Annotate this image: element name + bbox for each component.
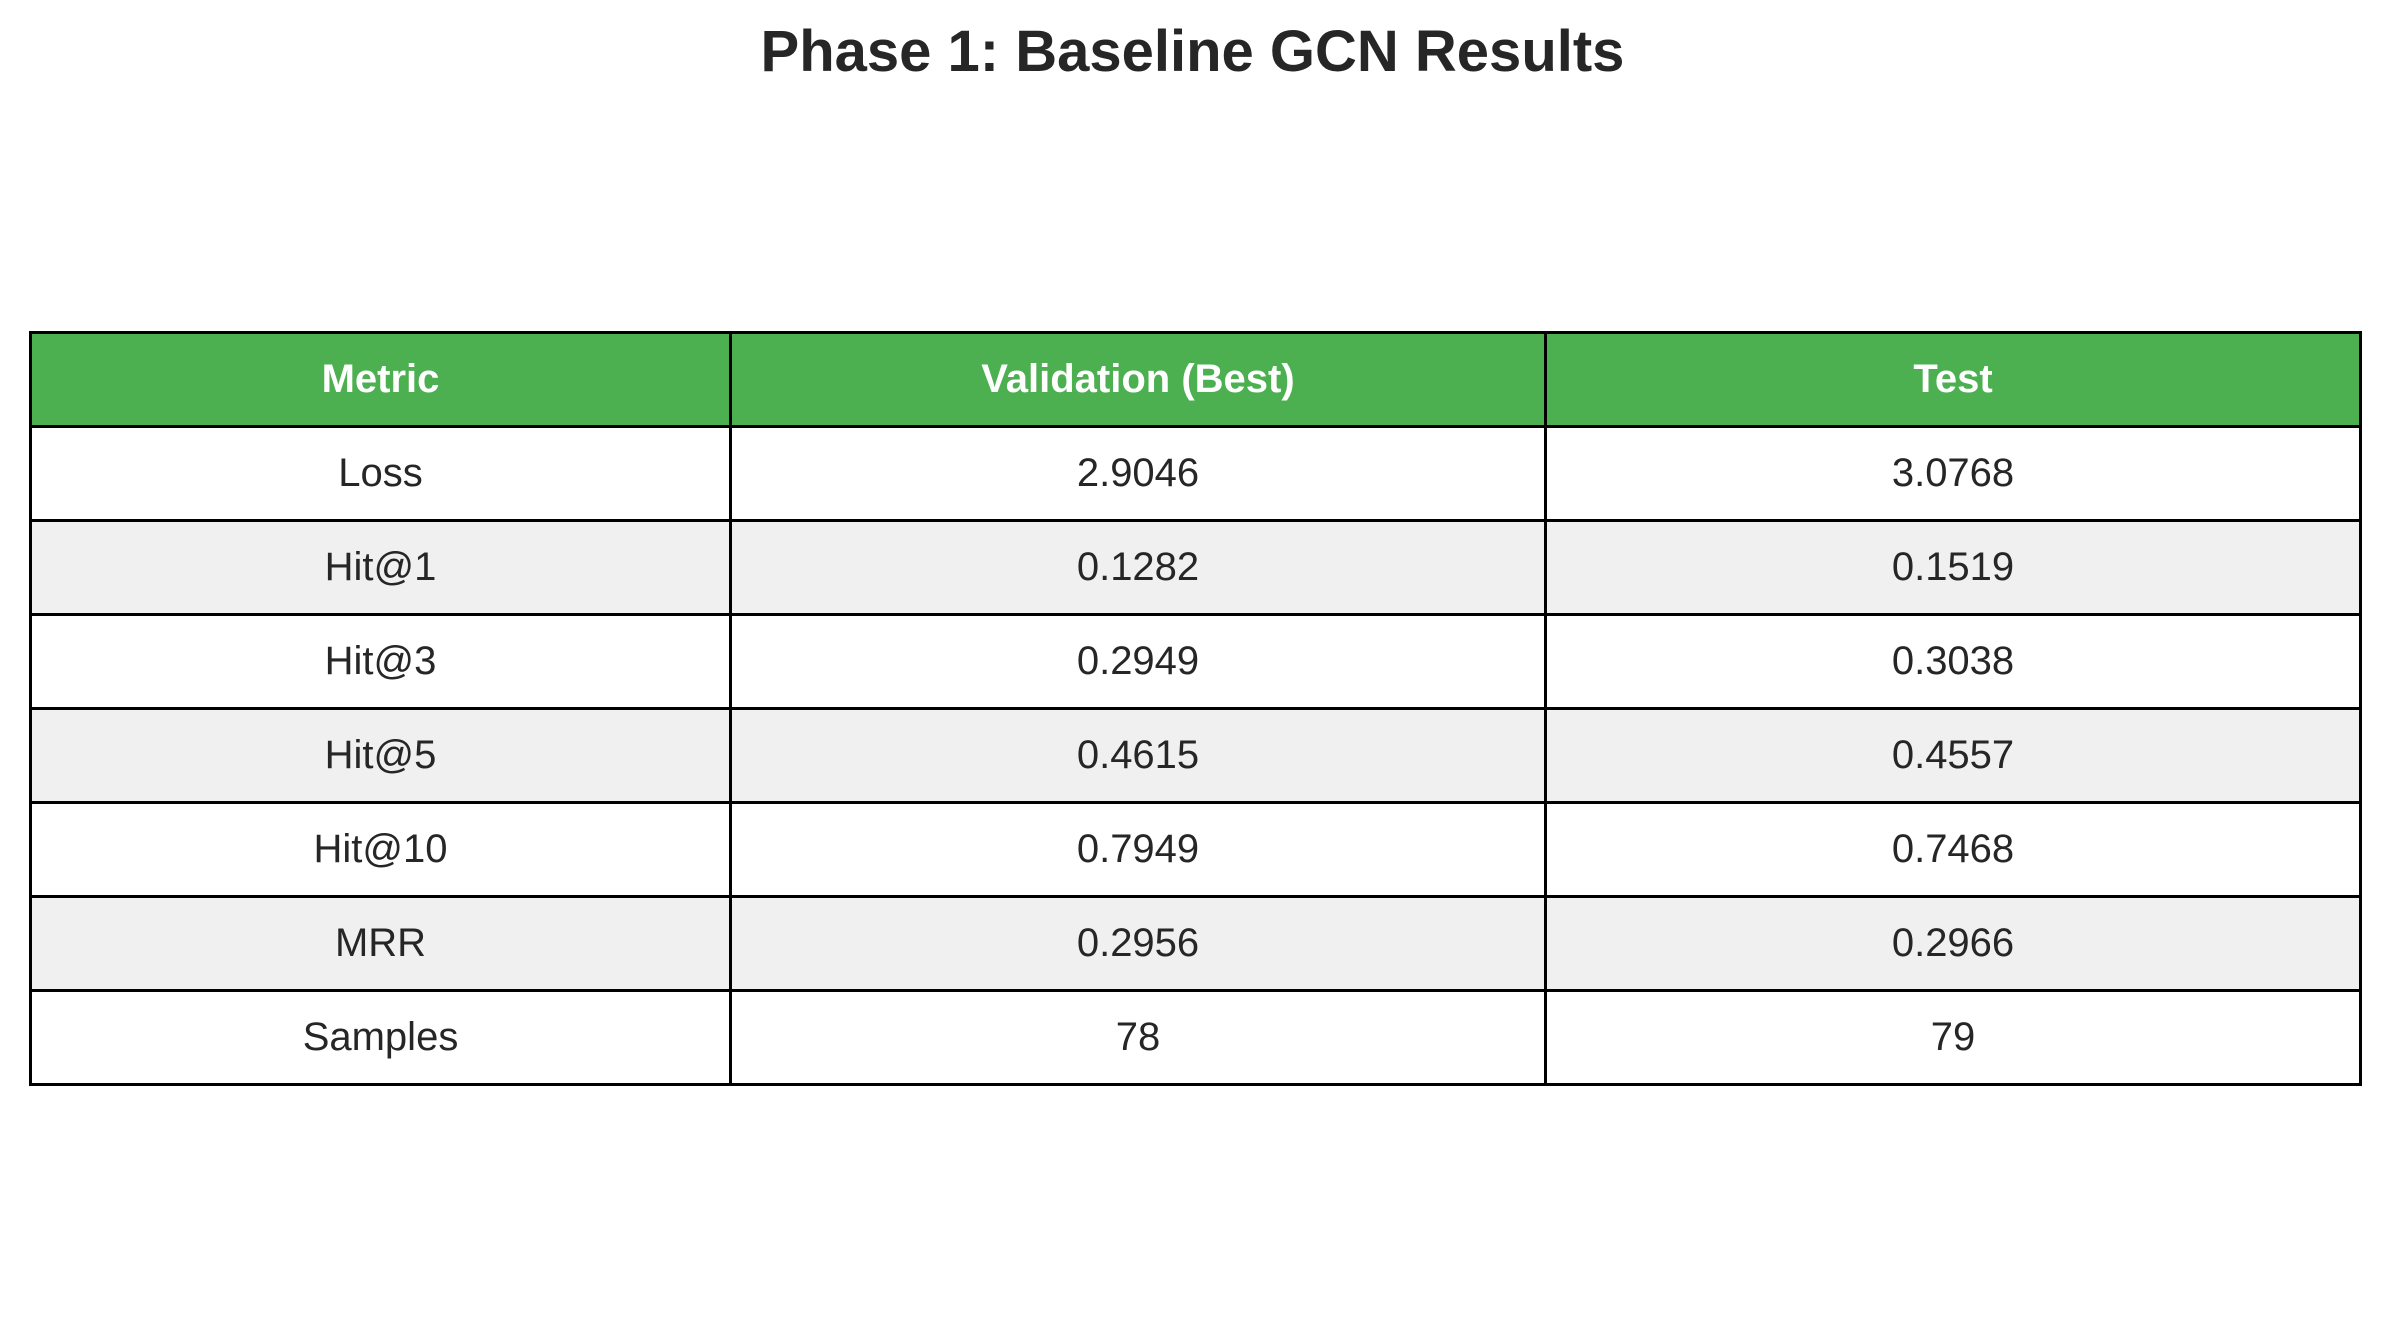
validation-cell: 0.1282 bbox=[729, 519, 1547, 616]
validation-cell: 2.9046 bbox=[729, 425, 1547, 522]
column-header-validation: Validation (Best) bbox=[729, 331, 1547, 428]
results-table: Metric Validation (Best) Test Loss 2.904… bbox=[29, 331, 2362, 1086]
validation-cell: 0.2956 bbox=[729, 895, 1547, 992]
metric-cell: Hit@10 bbox=[29, 801, 732, 898]
table-row: Hit@1 0.1282 0.1519 bbox=[29, 519, 2362, 616]
test-cell: 0.1519 bbox=[1544, 519, 2362, 616]
test-cell: 0.7468 bbox=[1544, 801, 2362, 898]
column-header-test: Test bbox=[1544, 331, 2362, 428]
test-cell: 3.0768 bbox=[1544, 425, 2362, 522]
metric-cell: Hit@5 bbox=[29, 707, 732, 804]
table-row: Hit@10 0.7949 0.7468 bbox=[29, 801, 2362, 898]
metric-cell: Hit@1 bbox=[29, 519, 732, 616]
table-row: MRR 0.2956 0.2966 bbox=[29, 895, 2362, 992]
column-header-metric: Metric bbox=[29, 331, 732, 428]
test-cell: 0.2966 bbox=[1544, 895, 2362, 992]
test-cell: 0.3038 bbox=[1544, 613, 2362, 710]
table-row: Samples 78 79 bbox=[29, 989, 2362, 1086]
validation-cell: 0.2949 bbox=[729, 613, 1547, 710]
test-cell: 79 bbox=[1544, 989, 2362, 1086]
table-row: Loss 2.9046 3.0768 bbox=[29, 425, 2362, 522]
table-row: Hit@5 0.4615 0.4557 bbox=[29, 707, 2362, 804]
test-cell: 0.4557 bbox=[1544, 707, 2362, 804]
validation-cell: 78 bbox=[729, 989, 1547, 1086]
metric-cell: Loss bbox=[29, 425, 732, 522]
table-title: Phase 1: Baseline GCN Results bbox=[760, 19, 1625, 84]
validation-cell: 0.4615 bbox=[729, 707, 1547, 804]
validation-cell: 0.7949 bbox=[729, 801, 1547, 898]
metric-cell: MRR bbox=[29, 895, 732, 992]
table-row: Hit@3 0.2949 0.3038 bbox=[29, 613, 2362, 710]
header-row: Metric Validation (Best) Test bbox=[29, 331, 2362, 428]
metric-cell: Hit@3 bbox=[29, 613, 732, 710]
metric-cell: Samples bbox=[29, 989, 732, 1086]
